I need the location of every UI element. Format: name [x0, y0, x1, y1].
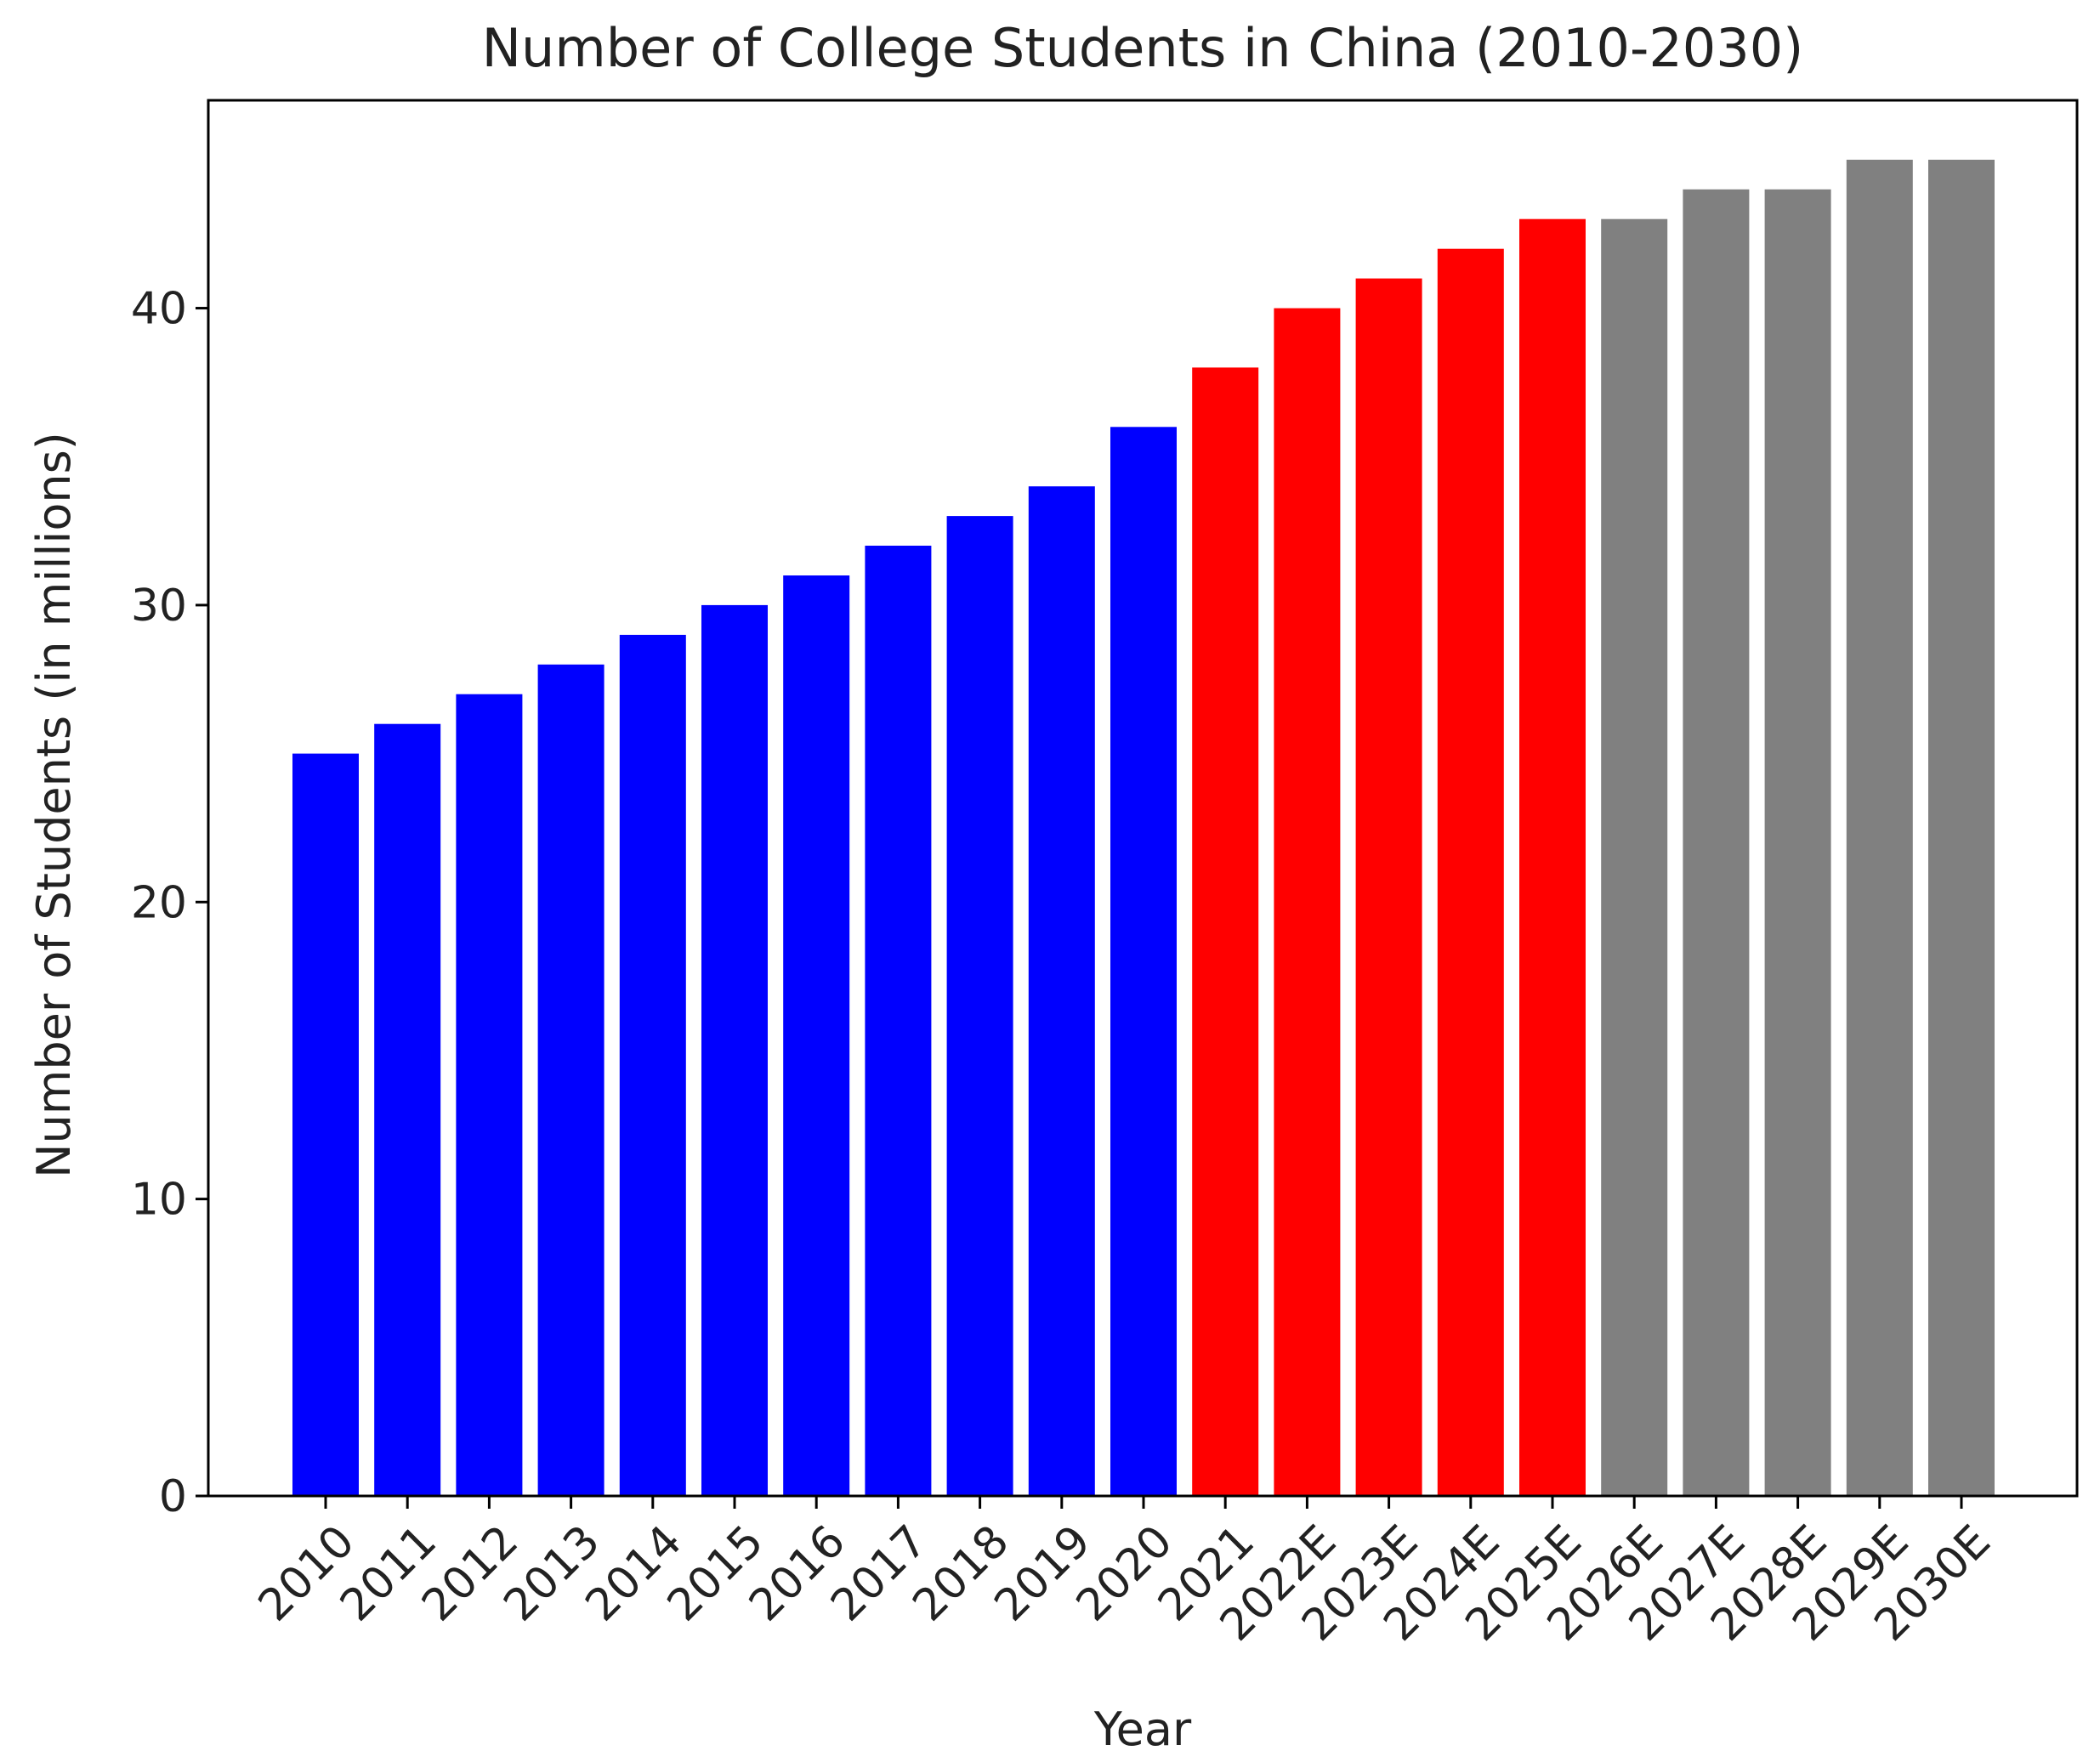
bar-2012 — [456, 694, 523, 1496]
chart-title: Number of College Students in China (201… — [482, 17, 1804, 79]
x-tick-label-2012: 2012 — [412, 1516, 528, 1631]
y-tick-label: 0 — [159, 1471, 187, 1522]
bar-2021 — [1192, 367, 1259, 1496]
x-tick-label-2016: 2016 — [740, 1516, 855, 1631]
bar-2011 — [374, 723, 441, 1496]
x-tick-label-2019: 2019 — [985, 1516, 1101, 1631]
bar-2025E — [1519, 218, 1586, 1497]
bar-2017 — [865, 546, 932, 1496]
x-tick-label-2011: 2011 — [331, 1516, 446, 1631]
y-tick-label: 40 — [131, 284, 187, 335]
x-tick-label-2020: 2020 — [1067, 1516, 1183, 1631]
bar-2024E — [1437, 248, 1504, 1497]
bar-2027E — [1683, 189, 1750, 1496]
bar-2010 — [292, 753, 359, 1496]
bar-2014 — [619, 634, 686, 1496]
x-tick-label-2017: 2017 — [821, 1516, 937, 1631]
bar-2023E — [1355, 278, 1422, 1497]
bar-2013 — [537, 664, 604, 1496]
x-axis-ticks: 2010201120122013201420152016201720182019… — [249, 1496, 2001, 1652]
x-tick-label-2013: 2013 — [494, 1516, 610, 1631]
bar-2020 — [1110, 427, 1177, 1496]
bar-2015 — [701, 604, 768, 1496]
bar-2026E — [1601, 218, 1668, 1497]
bars-group — [292, 159, 1995, 1497]
x-axis-label: Year — [1093, 1703, 1192, 1756]
y-tick-label: 30 — [131, 581, 187, 632]
y-axis-label: Number of Students (in millions) — [27, 432, 81, 1178]
bar-2028E — [1764, 189, 1831, 1496]
x-tick-label-2015: 2015 — [658, 1516, 774, 1631]
x-tick-label-2014: 2014 — [576, 1516, 692, 1631]
x-tick-label-2010: 2010 — [249, 1516, 365, 1631]
y-axis-ticks: 0 10 20 30 40 — [131, 284, 208, 1522]
bar-2018 — [946, 516, 1013, 1496]
y-tick-label: 10 — [131, 1175, 187, 1226]
bar-2030E — [1928, 159, 1995, 1496]
x-tick-label-2018: 2018 — [903, 1516, 1019, 1631]
bar-2022E — [1274, 308, 1341, 1497]
y-tick-label: 20 — [131, 877, 187, 928]
bar-2016 — [783, 575, 850, 1496]
bar-2019 — [1028, 486, 1095, 1497]
bar-2029E — [1846, 159, 1913, 1496]
